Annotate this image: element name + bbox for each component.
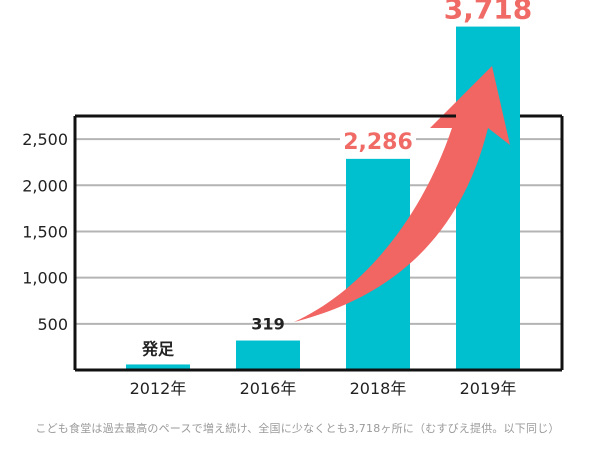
chart-caption: こども食堂は過去最高のペースで増え続け、全国に少なくとも3,718ヶ所に（むすび… (35, 422, 560, 435)
x-category-label: 2012年 (130, 379, 187, 398)
y-tick-label: 2,000 (22, 176, 68, 195)
growth-arrow (294, 66, 510, 322)
data-label: 319 (251, 315, 284, 334)
y-tick-label: 500 (37, 315, 68, 334)
data-label: 発足 (141, 339, 175, 358)
data-label-background (340, 124, 416, 155)
data-label: 2,286 (343, 130, 413, 155)
x-category-label: 2018年 (350, 379, 407, 398)
growth-arrow-shape (294, 66, 510, 322)
y-axis-tick-labels: 500 1,000 1,500 2,000 2,500 (22, 130, 68, 334)
y-tick-label: 2,500 (22, 130, 68, 149)
x-category-label: 2016年 (240, 379, 297, 398)
y-tick-label: 1,500 (22, 222, 68, 241)
x-category-label: 2019年 (460, 379, 517, 398)
y-tick-label: 1,000 (22, 269, 68, 288)
x-axis-category-labels: 2012年 2016年 2018年 2019年 (130, 379, 517, 398)
bar (236, 340, 300, 370)
bar (126, 364, 190, 370)
plot-frame (73, 114, 564, 372)
data-label: 3,718 (444, 0, 533, 26)
data-labels: 発足 319 2,286 3,718 (141, 0, 532, 358)
